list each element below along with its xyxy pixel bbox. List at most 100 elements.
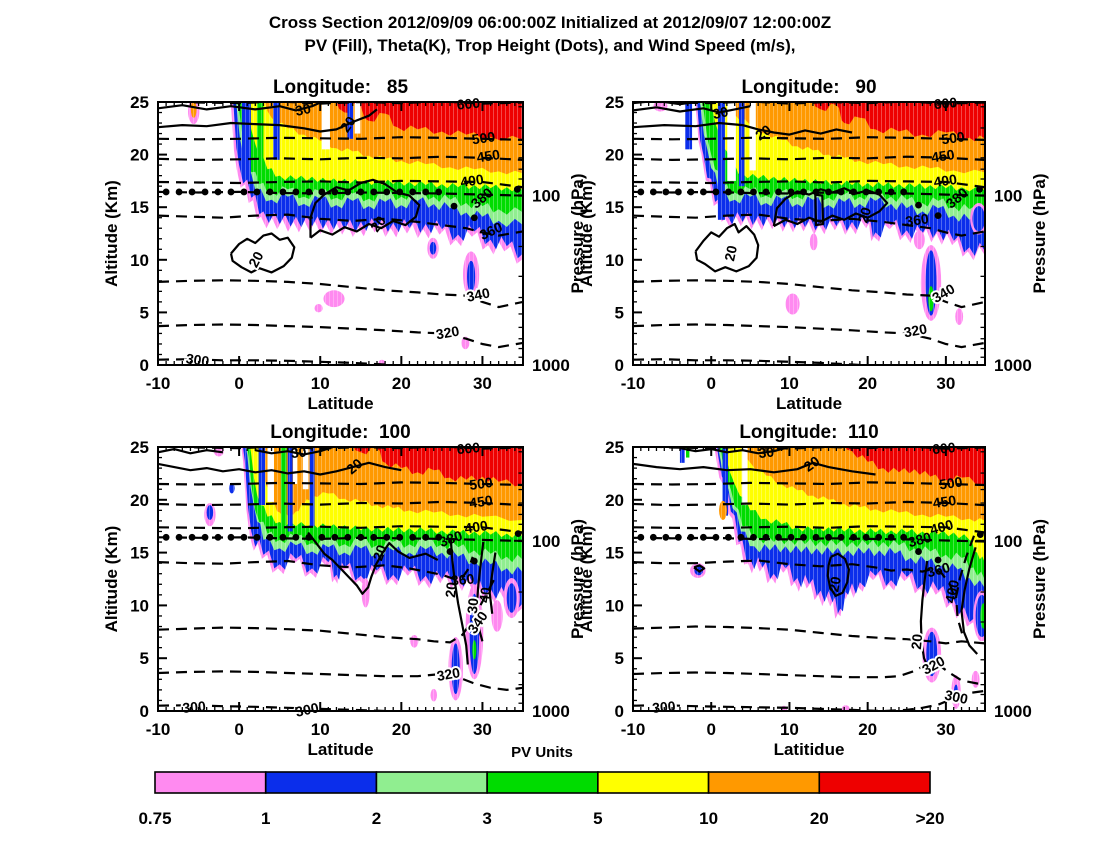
wind-30 (158, 102, 324, 112)
contour-label-30: 30 (294, 100, 313, 119)
contour-label-20: 20 (369, 542, 389, 562)
contour-label-320: 320 (435, 664, 461, 684)
y-axis-label-left: Altitude (Km) (577, 526, 596, 633)
panel-title: Longitude: 100 (270, 422, 410, 443)
wind-20 (309, 178, 421, 239)
wind-line (158, 448, 224, 455)
pv-fill-layer (633, 102, 985, 365)
y-axis-label-left: Altitude (Km) (102, 526, 121, 633)
contour-label-500: 500 (938, 473, 964, 492)
colorbar-tick-label: 0.75 (138, 809, 171, 828)
y-tick-label: 25 (605, 93, 624, 112)
x-tick-label: 0 (706, 720, 715, 739)
panel-longitude-110: 300 30032036038040040045050060030202020Lo… (577, 422, 1049, 759)
trop-height-dots (162, 185, 521, 222)
x-tick-label: -10 (146, 374, 171, 393)
wind-20 (449, 539, 469, 665)
theta-340 (158, 579, 495, 644)
axes (157, 446, 524, 712)
axis-text: Longitude: 110-10 0 10 20 300510152025Latiti… (577, 422, 1049, 759)
panel-title: Longitude: 110 (739, 422, 878, 443)
colorbar-segment-pink (154, 771, 267, 794)
theta-450 (158, 500, 523, 507)
x-tick-label: 0 (234, 374, 243, 393)
theta-300 (158, 358, 410, 365)
contour-label-400: 400 (942, 578, 963, 604)
wind-30 (255, 447, 337, 456)
y-axis-label-right: Pressure (hPa) (568, 174, 587, 294)
wind-20 (307, 531, 439, 595)
y-tick-label: 25 (605, 438, 624, 457)
y-tick-label: 0 (615, 702, 624, 721)
theta-300 (633, 358, 876, 365)
x-axis-label: Latitude (776, 394, 842, 413)
theta-320 (158, 670, 523, 692)
wind-20 (633, 121, 853, 136)
contour-label-20: 20 (721, 244, 740, 263)
contour-label-20: 20 (442, 581, 459, 598)
contour-label-20: 20 (855, 205, 875, 224)
contour-label-40: 40 (476, 586, 494, 604)
contour-label-20: 20 (908, 633, 925, 650)
contour-label-600: 600 (932, 439, 957, 457)
pressure-tick-label: 1000 (994, 702, 1032, 721)
y-tick-label: 20 (130, 491, 149, 510)
y-tick-label: 0 (140, 702, 149, 721)
contour-label-500: 500 (468, 474, 494, 493)
x-tick-label: 0 (234, 720, 243, 739)
y-axis-label-right: Pressure (hPa) (568, 519, 587, 639)
wind-30 (633, 105, 751, 114)
contour-label-380: 380 (906, 529, 933, 551)
figure-subtitle: PV (Fill), Theta(K), Trop Height (Dots),… (304, 36, 796, 55)
y-tick-label: 0 (615, 356, 624, 375)
x-axis-label: Latitude (307, 394, 373, 413)
pressure-tick-label: 100 (532, 532, 560, 551)
theta-340 (633, 279, 985, 309)
colorbar-title: PV Units (511, 744, 573, 761)
fill-hatching (158, 102, 523, 365)
x-tick-label: 0 (706, 374, 715, 393)
theta-320 (633, 663, 985, 685)
colorbar-segment-green (486, 771, 599, 794)
y-tick-label: 5 (615, 649, 624, 668)
x-tick-label: 10 (780, 374, 799, 393)
contour-label-300: 300 (652, 698, 677, 716)
theta-400 (954, 535, 976, 638)
y-tick-label: 25 (130, 93, 149, 112)
panel-longitude-90: 32034036038040045050060030202020Longitud… (577, 77, 1049, 413)
theta-500 (158, 481, 523, 487)
contour-label-500: 500 (471, 128, 497, 147)
x-tick-label: 30 (473, 374, 492, 393)
y-tick-label: 15 (605, 544, 624, 563)
x-tick-label: 30 (936, 720, 955, 739)
y-axis-label-left: Altitude (Km) (577, 180, 596, 287)
fill-hatching (633, 102, 985, 365)
contour-label-360: 360 (925, 559, 952, 581)
wind-20 (694, 222, 760, 273)
wind-30 (475, 541, 485, 642)
panel-longitude-85: 30032034036038040045050060030202020Longi… (102, 77, 587, 413)
theta-500 (633, 136, 985, 141)
panel-title: Longitude: 85 (273, 77, 409, 98)
wind-20 (826, 552, 850, 597)
contour-label-600: 600 (456, 95, 481, 113)
trop-height-dots (637, 531, 984, 564)
theta-360 (633, 213, 985, 237)
y-tick-label: 10 (605, 251, 624, 270)
y-tick-label: 10 (130, 251, 149, 270)
x-axis-label: Latitude (307, 740, 373, 759)
contour-label-400: 400 (463, 517, 489, 536)
contour-label-400: 400 (933, 171, 959, 190)
pressure-tick-label: 1000 (994, 356, 1032, 375)
wind-contours (158, 102, 421, 274)
colorbar-tick-label: >20 (916, 809, 945, 828)
wind-contours (158, 447, 497, 665)
y-tick-label: 15 (130, 198, 149, 217)
x-tick-label: 10 (311, 720, 330, 739)
colorbar-segment-orange (707, 771, 821, 794)
colorbar-tick-label: 20 (810, 809, 829, 828)
panel-longitude-100: 300 3003203403603804004505006003020202030… (102, 422, 587, 759)
theta-450 (633, 155, 985, 162)
